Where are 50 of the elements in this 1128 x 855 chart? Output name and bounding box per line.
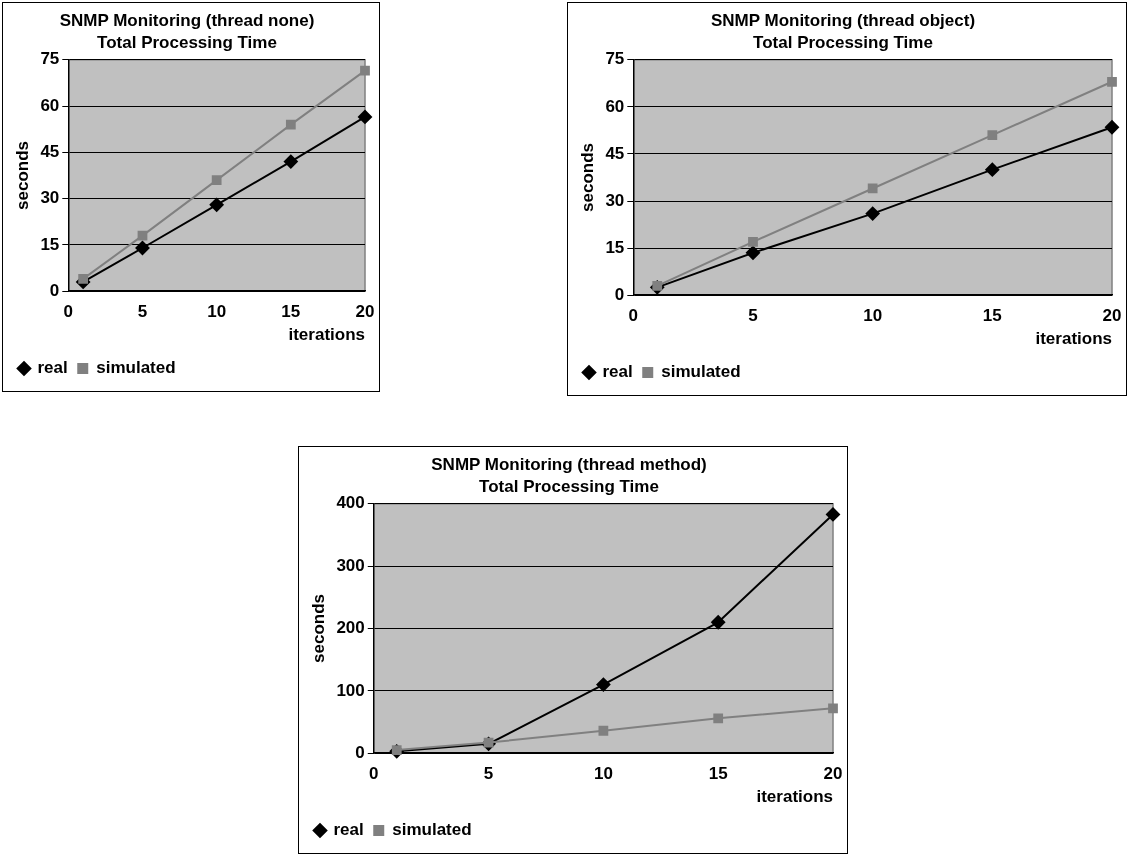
x-axis-title: iterations [756,787,833,807]
chart-subtitle: Total Processing Time [753,33,933,53]
y-tick-label: 45 [605,143,625,163]
y-tick-label: 0 [614,284,625,304]
chart-title: SNMP Monitoring (thread method) [431,454,707,474]
x-axis-title: iterations [288,325,365,345]
y-tick-label: 60 [40,95,60,115]
y-tick-label: 75 [605,49,625,69]
legend-label: real [37,358,68,378]
y-tick-label: 400 [336,493,365,513]
y-tick-label: 30 [605,190,625,210]
x-tick-label: 15 [982,306,1002,326]
legend-label: real [602,362,633,382]
x-tick-label: 5 [483,764,494,784]
legend-label: simulated [392,820,472,840]
x-tick-label: 0 [628,306,639,326]
x-tick-label: 0 [369,764,379,784]
chart-title: SNMP Monitoring (thread none) [59,10,315,30]
x-tick-label: 15 [281,302,301,322]
x-tick-label: 15 [708,764,728,784]
y-tick-label: 0 [49,280,60,300]
y-axis-title: seconds [12,141,32,210]
x-tick-label: 5 [137,302,148,322]
y-tick-label: 100 [336,680,365,700]
x-tick-label: 10 [863,306,883,326]
x-tick-label: 10 [207,302,227,322]
y-tick-label: 15 [40,234,60,254]
x-tick-label: 20 [823,764,843,784]
y-tick-label: 60 [605,96,625,116]
chart-subtitle: Total Processing Time [97,33,277,53]
x-tick-label: 20 [355,302,375,322]
x-tick-label: 0 [63,302,74,322]
y-axis-title: seconds [577,143,597,212]
chart-title: SNMP Monitoring (thread object) [710,10,976,30]
y-tick-label: 300 [336,555,365,575]
y-tick-label: 15 [605,237,625,257]
x-tick-label: 20 [1102,306,1122,326]
y-tick-label: 30 [40,188,60,208]
legend-label: simulated [661,362,741,382]
y-tick-label: 75 [40,49,60,69]
y-tick-label: 45 [40,142,60,162]
legend-label: simulated [96,358,176,378]
y-axis-title: seconds [308,594,328,663]
y-tick-label: 200 [336,618,365,638]
legend-label: real [333,820,364,840]
x-tick-label: 10 [593,764,613,784]
chart-subtitle: Total Processing Time [479,477,659,497]
x-tick-label: 5 [748,306,758,326]
x-axis-title: iterations [1035,329,1112,349]
y-tick-label: 0 [355,742,365,762]
